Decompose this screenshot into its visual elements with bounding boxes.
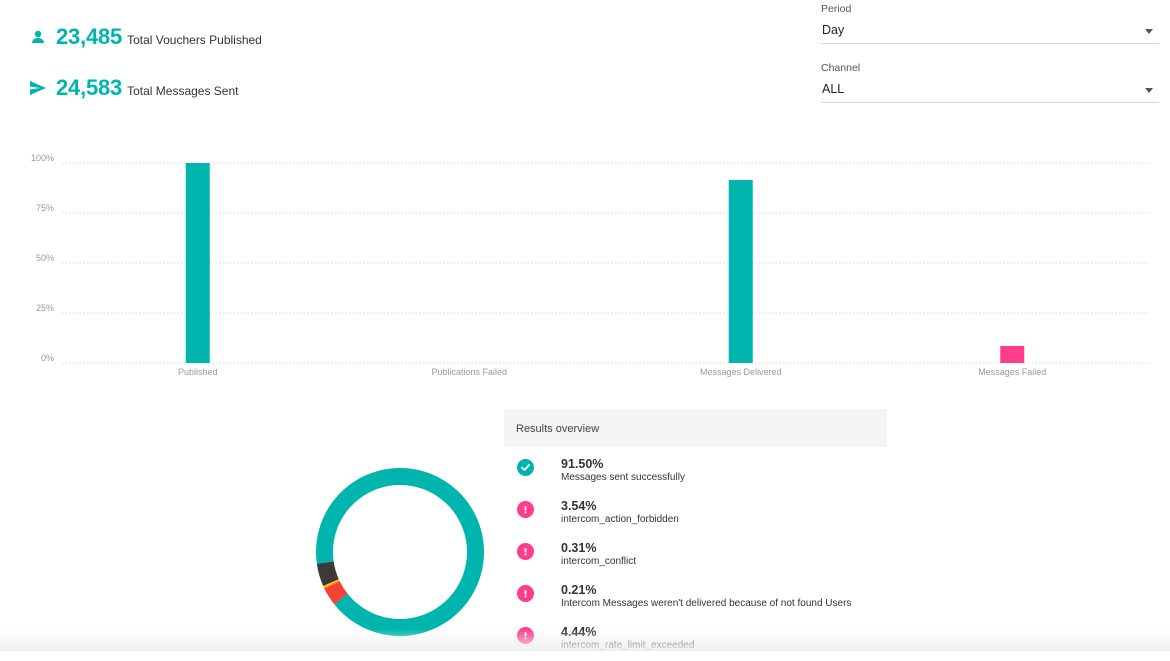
result-description: intercom_rate_limit_exceeded xyxy=(561,640,695,651)
vouchers-published-label: Total Vouchers Published xyxy=(127,32,262,47)
channel-value: ALL xyxy=(822,82,845,96)
chevron-down-icon xyxy=(1145,88,1153,93)
period-filter: Period Day xyxy=(821,3,1159,44)
result-description: intercom_action_forbidden xyxy=(561,514,679,525)
donut-slice-intercom-action-forbidden[interactable] xyxy=(324,581,348,605)
y-tick-label: 100% xyxy=(31,153,54,163)
period-select[interactable]: Day xyxy=(821,21,1159,44)
person-icon xyxy=(28,27,48,47)
error-circle-icon xyxy=(517,627,534,644)
result-item: 0.31% intercom_conflict xyxy=(504,535,887,577)
result-description: intercom_conflict xyxy=(561,556,637,567)
error-circle-icon xyxy=(517,543,534,560)
result-item: 3.54% intercom_action_forbidden xyxy=(504,493,887,535)
y-tick-label: 50% xyxy=(36,253,54,263)
donut-slice-intercom-conflict[interactable] xyxy=(323,580,340,589)
result-item: 4.44% intercom_rate_limit_exceeded xyxy=(504,619,887,661)
error-circle-icon xyxy=(517,585,534,602)
period-value: Day xyxy=(822,23,845,37)
channel-select[interactable]: ALL xyxy=(821,80,1159,103)
x-tick-label: Published xyxy=(178,367,218,377)
channel-filter: Channel ALL xyxy=(821,62,1159,103)
vouchers-published-count: 23,485 xyxy=(56,24,123,49)
messages-sent-label: Total Messages Sent xyxy=(127,83,239,98)
messages-sent-stat: 24,583 Total Messages Sent xyxy=(28,75,239,101)
x-tick-label: Messages Delivered xyxy=(700,367,782,377)
result-description: Intercom Messages weren't delivered beca… xyxy=(561,598,852,609)
bar-messages-delivered[interactable] xyxy=(728,180,753,363)
channel-label: Channel xyxy=(821,62,861,74)
error-circle-icon xyxy=(517,501,534,518)
result-percentage: 0.21% xyxy=(561,583,597,597)
result-percentage: 91.50% xyxy=(561,457,604,471)
result-description: Messages sent successfully xyxy=(561,472,685,483)
results-overview: Results overview 91.50% Messages sent suc… xyxy=(504,409,887,661)
results-donut-chart xyxy=(316,468,484,636)
result-item: 91.50% Messages sent successfully xyxy=(504,451,887,493)
x-tick-label: Messages Failed xyxy=(978,367,1046,377)
send-icon xyxy=(28,78,48,98)
result-item: 0.21% Intercom Messages weren't delivered… xyxy=(504,577,887,619)
donut-slice-messages-sent-successfully[interactable] xyxy=(316,468,484,636)
donut-slice-intercom-rate-limit-exceeded[interactable] xyxy=(316,561,339,587)
chevron-down-icon xyxy=(1145,29,1153,34)
vouchers-published-stat: 23,485 Total Vouchers Published xyxy=(28,24,262,50)
y-tick-label: 25% xyxy=(36,303,54,313)
x-tick-label: Publications Failed xyxy=(431,367,507,377)
period-label: Period xyxy=(821,3,852,15)
bar-published[interactable] xyxy=(185,163,210,363)
check-circle-icon xyxy=(517,459,534,476)
result-percentage: 0.31% xyxy=(561,541,597,555)
y-tick-label: 75% xyxy=(36,203,54,213)
results-overview-title: Results overview xyxy=(504,409,887,447)
status-bar-chart: 0% 25% 50% 75% 100% Published Publications Fai… xyxy=(31,153,1148,377)
bar-messages-failed[interactable] xyxy=(1000,346,1025,363)
donut-slice-intercom-messages-weren-t-delivered-because-of-not-found-users[interactable] xyxy=(323,579,340,588)
messages-sent-count: 24,583 xyxy=(56,75,123,100)
y-tick-label: 0% xyxy=(41,353,54,363)
result-percentage: 4.44% xyxy=(561,625,597,639)
result-percentage: 3.54% xyxy=(561,499,597,513)
